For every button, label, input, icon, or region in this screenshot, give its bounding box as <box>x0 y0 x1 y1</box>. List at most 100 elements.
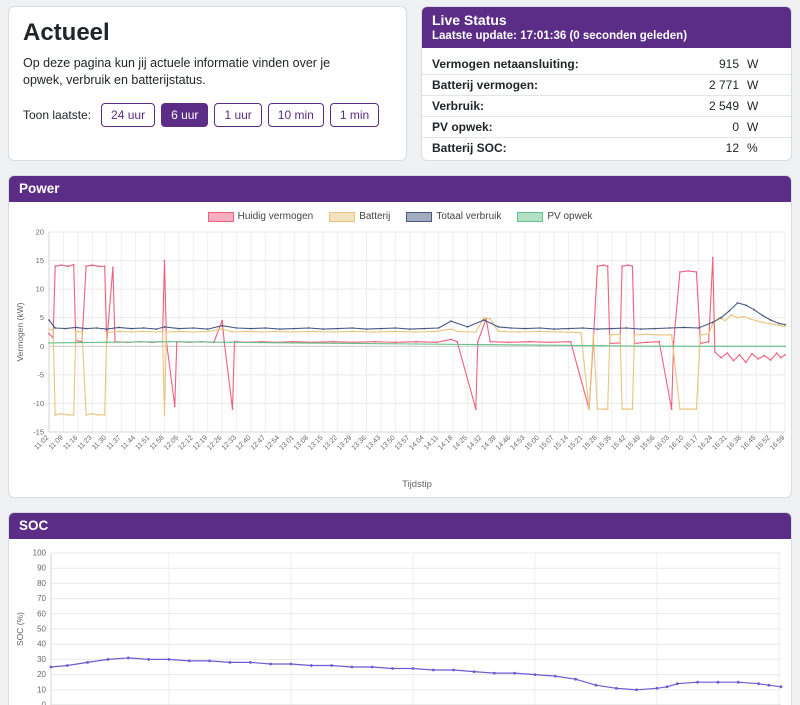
table-row: Vermogen netaansluiting: 915 W <box>422 54 791 74</box>
last-update-label: Laatste update: <box>432 30 517 42</box>
svg-text:15:49: 15:49 <box>625 434 642 451</box>
svg-text:12:54: 12:54 <box>264 434 281 451</box>
svg-text:Tijdstip: Tijdstip <box>402 479 432 490</box>
svg-text:14:04: 14:04 <box>408 434 425 451</box>
svg-text:16:24: 16:24 <box>697 434 714 451</box>
svg-text:-15: -15 <box>33 428 44 437</box>
row-unit: W <box>747 99 759 113</box>
table-row: Verbruik: 2 549 W <box>422 95 791 116</box>
row-unit: W <box>747 78 759 92</box>
svg-text:14:18: 14:18 <box>437 434 454 451</box>
range-selector: Toon laatste: 24 uur 6 uur 1 uur 10 min … <box>23 102 392 127</box>
svg-text:12:33: 12:33 <box>221 434 238 451</box>
soc-card-title: SOC <box>19 518 49 533</box>
svg-text:20: 20 <box>36 228 44 237</box>
legend-label: Batterij <box>359 211 391 222</box>
soc-card-header: SOC <box>9 513 791 539</box>
svg-text:16:38: 16:38 <box>726 434 743 451</box>
legend-item[interactable]: PV opwek <box>517 211 592 222</box>
row-value: 2 549 <box>708 99 739 113</box>
svg-text:13:57: 13:57 <box>394 434 411 451</box>
range-button-6-uur[interactable]: 6 uur <box>161 102 209 127</box>
svg-text:0: 0 <box>42 701 47 705</box>
power-card: Power Huidig vermogen Batterij Totaal verb… <box>8 175 792 498</box>
svg-text:14:11: 14:11 <box>423 434 440 451</box>
svg-text:90: 90 <box>37 564 46 573</box>
row-label: Verbruik: <box>432 99 485 113</box>
legend-label: PV opwek <box>547 211 593 222</box>
power-chart-body: Huidig vermogen Batterij Totaal verbruik PV… <box>9 202 791 497</box>
svg-text:11:30: 11:30 <box>91 434 108 451</box>
svg-text:12:47: 12:47 <box>250 434 267 451</box>
svg-text:13:36: 13:36 <box>351 434 368 451</box>
intro-card: Actueel Op deze pagina kun jij actuele i… <box>8 6 407 161</box>
svg-text:30: 30 <box>37 655 46 664</box>
legend-item[interactable]: Huidig vermogen <box>207 211 314 222</box>
row-label: PV opwek: <box>432 120 493 134</box>
legend-item[interactable]: Totaal verbruik <box>406 211 501 222</box>
svg-text:80: 80 <box>37 579 46 588</box>
legend-swatch <box>517 211 544 222</box>
soc-card: SOC 010203040506070809010012:0013:0014:0… <box>8 512 792 705</box>
svg-text:60: 60 <box>37 609 46 618</box>
last-update-ago: (0 seconden geleden) <box>569 30 688 42</box>
svg-text:14:25: 14:25 <box>452 434 469 451</box>
svg-text:14:39: 14:39 <box>480 434 497 451</box>
svg-text:16:03: 16:03 <box>654 434 671 451</box>
svg-text:11:44: 11:44 <box>120 434 137 451</box>
svg-text:16:31: 16:31 <box>711 434 728 451</box>
soc-chart-body: 010203040506070809010012:0013:0014:0015:… <box>9 539 791 705</box>
legend-swatch <box>329 211 356 222</box>
row-label: Batterij SOC: <box>432 141 507 155</box>
svg-text:16:10: 16:10 <box>668 434 685 451</box>
range-button-1-uur[interactable]: 1 uur <box>214 102 262 127</box>
svg-text:15:14: 15:14 <box>553 434 570 451</box>
live-status-card: Live Status Laatste update: 17:01:36 (0 … <box>421 6 792 161</box>
svg-text:11:37: 11:37 <box>106 434 123 451</box>
svg-text:15:28: 15:28 <box>581 434 598 451</box>
svg-text:SOC (%): SOC (%) <box>15 612 25 646</box>
row-value: 12 <box>725 141 739 155</box>
svg-text:14:53: 14:53 <box>509 434 526 451</box>
legend-label: Huidig vermogen <box>237 211 314 222</box>
legend-label: Totaal verbruik <box>436 211 502 222</box>
power-chart: -15-10-50510152011:0211:0911:1611:2311:3… <box>15 228 786 491</box>
range-button-24-uur[interactable]: 24 uur <box>101 102 156 127</box>
svg-text:15:56: 15:56 <box>639 434 656 451</box>
svg-text:13:01: 13:01 <box>278 434 295 451</box>
table-row: Batterij SOC: 12 % <box>422 137 791 158</box>
svg-text:15: 15 <box>36 256 44 265</box>
svg-text:13:29: 13:29 <box>336 434 353 451</box>
svg-text:-10: -10 <box>33 399 44 408</box>
range-button-10-min[interactable]: 10 min <box>267 102 324 127</box>
row-value: 915 <box>718 57 739 71</box>
svg-text:11:09: 11:09 <box>48 434 65 451</box>
svg-text:10: 10 <box>37 685 46 694</box>
svg-text:40: 40 <box>37 640 46 649</box>
svg-text:16:45: 16:45 <box>740 434 757 451</box>
svg-text:15:35: 15:35 <box>596 434 613 451</box>
svg-text:16:52: 16:52 <box>755 434 772 451</box>
legend-swatch <box>406 211 433 222</box>
svg-text:-5: -5 <box>37 370 44 379</box>
svg-text:16:17: 16:17 <box>682 434 699 451</box>
row-value: 2 771 <box>708 78 739 92</box>
svg-text:15:21: 15:21 <box>567 434 584 451</box>
svg-text:12:40: 12:40 <box>235 434 252 451</box>
svg-text:12:05: 12:05 <box>163 434 180 451</box>
row-unit: % <box>747 141 758 155</box>
intro-description: Op deze pagina kun jij actuele informati… <box>23 56 331 87</box>
svg-text:11:16: 11:16 <box>62 434 79 451</box>
svg-text:11:58: 11:58 <box>149 434 166 451</box>
svg-text:15:07: 15:07 <box>538 434 555 451</box>
last-update-time: 17:01:36 <box>520 30 567 42</box>
svg-text:12:26: 12:26 <box>206 434 223 451</box>
legend-item[interactable]: Batterij <box>329 211 390 222</box>
range-button-1-min[interactable]: 1 min <box>329 102 380 127</box>
row-unit: W <box>747 120 759 134</box>
svg-text:50: 50 <box>37 625 46 634</box>
svg-text:15:00: 15:00 <box>524 434 541 451</box>
soc-chart: 010203040506070809010012:0013:0014:0015:… <box>15 549 783 705</box>
svg-text:14:46: 14:46 <box>495 434 512 451</box>
svg-text:5: 5 <box>40 313 44 322</box>
